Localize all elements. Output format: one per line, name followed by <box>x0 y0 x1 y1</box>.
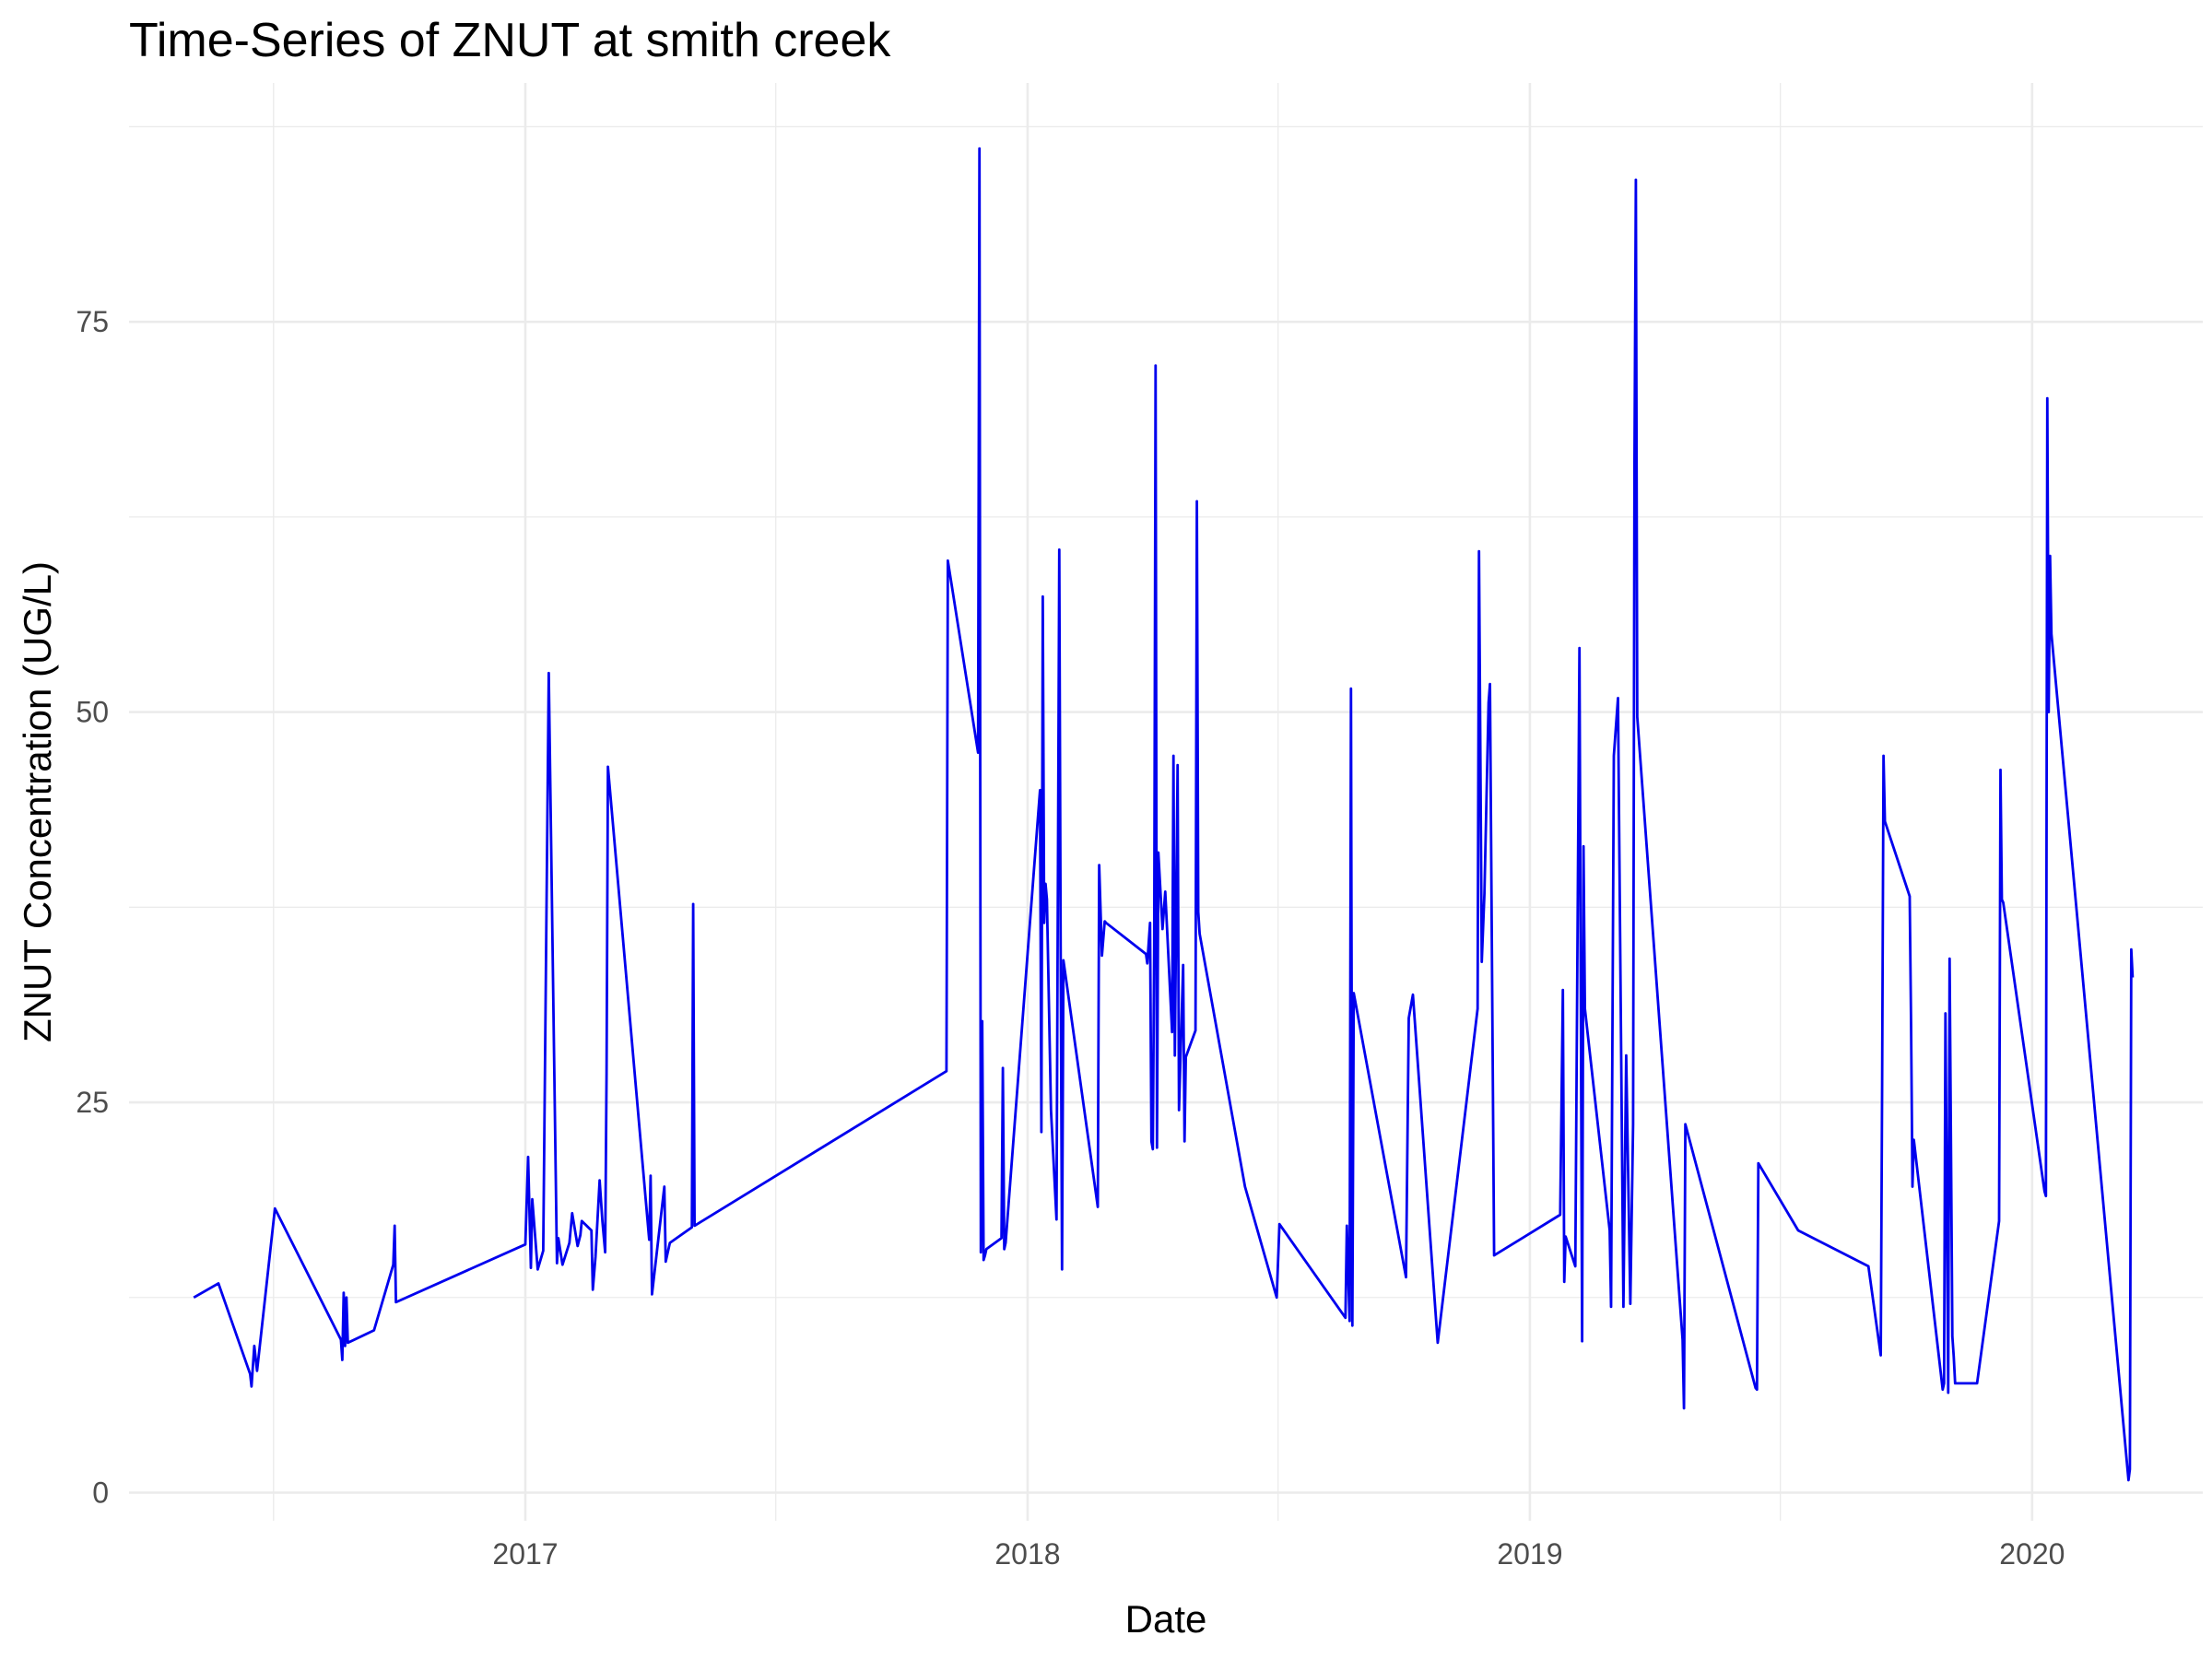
y-tick-label: 25 <box>76 1086 109 1119</box>
y-tick-label: 75 <box>76 305 109 338</box>
plot-panel <box>129 83 2203 1521</box>
chart-title: Time-Series of ZNUT at smith creek <box>129 14 891 67</box>
y-tick-label: 50 <box>76 696 109 729</box>
y-axis-title: ZNUT Concentration (UG/L) <box>16 561 59 1042</box>
x-tick-label: 2020 <box>1999 1537 2065 1571</box>
series-line <box>193 147 2135 1482</box>
y-tick-label: 0 <box>92 1477 109 1510</box>
x-axis-tick-labels: 2017 2018 2019 2020 <box>492 1537 2065 1571</box>
x-tick-label: 2019 <box>1497 1537 1562 1571</box>
major-gridlines <box>129 83 2203 1521</box>
y-axis-tick-labels: 0 25 50 75 <box>76 305 109 1509</box>
x-tick-label: 2018 <box>994 1537 1060 1571</box>
x-tick-label: 2017 <box>492 1537 558 1571</box>
x-axis-title: Date <box>1125 1597 1207 1641</box>
